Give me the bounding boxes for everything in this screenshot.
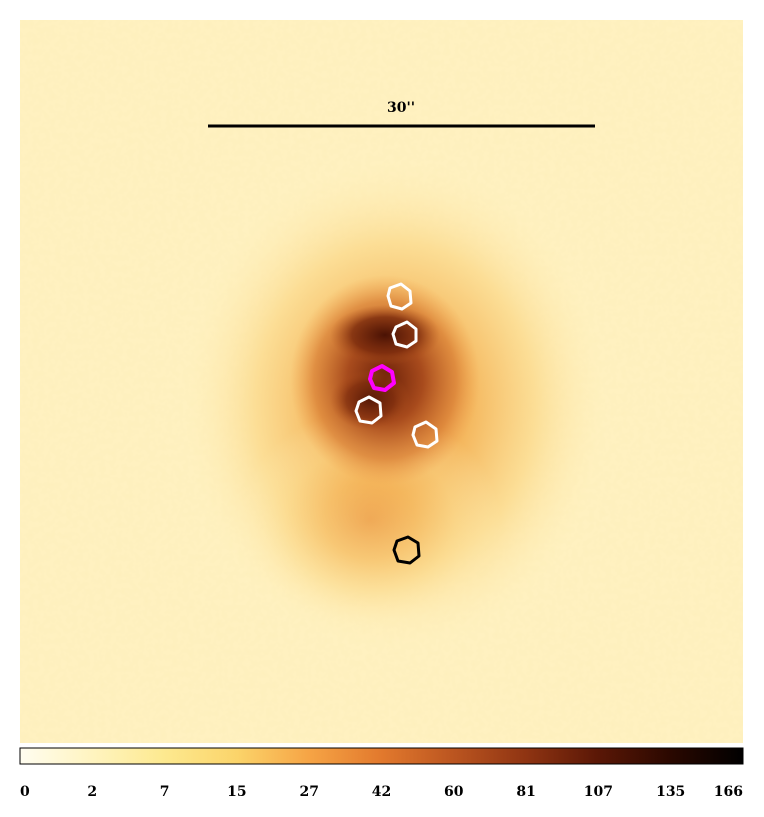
white-source-3 — [354, 395, 383, 425]
colorbar-tick-label: 15 — [227, 784, 246, 800]
bright-knot-north — [330, 305, 440, 365]
colorbar-tick-label: 0 — [20, 784, 30, 800]
colorbar-tick-label: 42 — [372, 784, 391, 800]
colorbar-tick-label: 107 — [584, 784, 613, 800]
colorbar-tick-label: 81 — [516, 784, 535, 800]
colorbar-tick-label: 7 — [160, 784, 170, 800]
colorbar — [19, 747, 744, 765]
black-source — [392, 535, 421, 565]
scale-bar-label: 30'' — [387, 100, 415, 116]
colorbar-tick-label: 135 — [656, 784, 685, 800]
colorbar-tick-label: 166 — [714, 784, 743, 800]
white-source-2 — [391, 320, 418, 349]
magenta-source — [368, 364, 396, 392]
colorbar-tick-label: 60 — [444, 784, 464, 800]
colorbar-tick-label: 27 — [299, 784, 318, 800]
white-source-4 — [411, 420, 439, 449]
colorbar-tick-label: 2 — [87, 784, 97, 800]
white-source-1 — [386, 282, 413, 311]
colorbar-ticks: 0 2 7 15 27 42 60 81 107 135 166 — [20, 784, 743, 800]
